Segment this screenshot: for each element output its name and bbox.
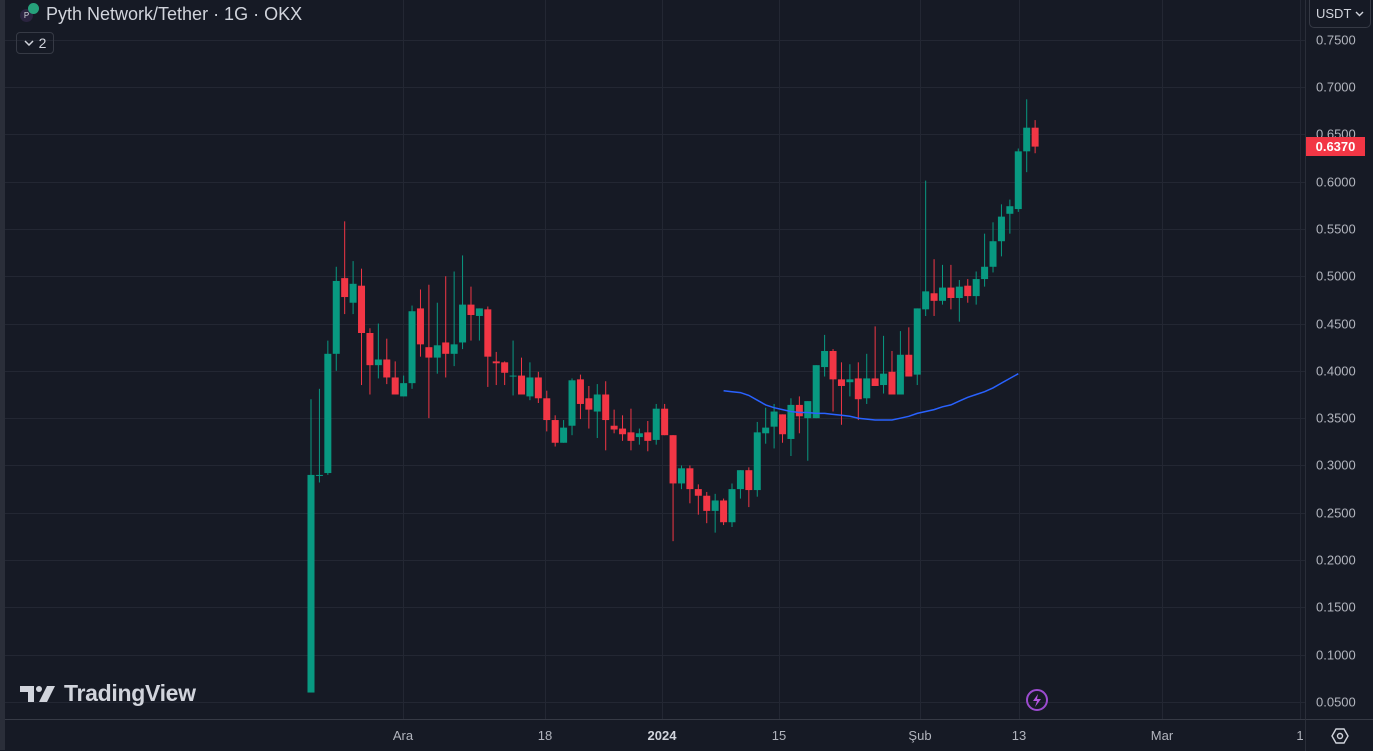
price-tick-label: 0.5000 — [1316, 268, 1356, 284]
currency-label: USDT — [1316, 6, 1352, 21]
price-tick-label: 0.4000 — [1316, 363, 1356, 379]
symbol-icons: P — [20, 3, 42, 25]
logo-text: TradingView — [64, 680, 196, 706]
last-price-label: 0.6370 — [1306, 137, 1365, 157]
time-tick-label: 18 — [537, 728, 553, 743]
chart-settings-button[interactable] — [1305, 719, 1373, 751]
price-tick-label: 0.0500 — [1316, 694, 1356, 710]
candlestick-chart[interactable] — [5, 0, 1305, 719]
price-tick-label: 0.1000 — [1316, 647, 1356, 663]
left-edge-bar — [0, 0, 5, 750]
time-tick-label: Ara — [392, 728, 414, 743]
time-tick-label: Mar — [1150, 728, 1174, 743]
price-tick-label: 0.1500 — [1316, 599, 1356, 615]
price-tick-label: 0.5500 — [1316, 221, 1356, 237]
tether-logo-icon — [28, 3, 39, 14]
time-axis[interactable]: Ara 18 2024 15 Şub 13 Mar 1 — [5, 719, 1305, 751]
price-tick-label: 0.6000 — [1316, 174, 1356, 190]
chevron-down-icon — [1355, 11, 1364, 16]
price-tick-label: 0.2500 — [1316, 505, 1356, 521]
price-tick-label: 0.3000 — [1316, 457, 1356, 473]
gear-hexagon-icon — [1331, 727, 1349, 744]
indicator-count: 2 — [38, 35, 47, 51]
tradingview-logo[interactable]: TradingView — [20, 680, 196, 707]
chart-title-bar: P Pyth Network/Tether · 1G · OKX — [20, 3, 302, 25]
chart-pane[interactable] — [5, 0, 1305, 719]
price-tick-label: 0.7500 — [1316, 32, 1356, 48]
price-tick-label: 0.7000 — [1316, 79, 1356, 95]
tradingview-logo-icon — [20, 685, 55, 702]
time-tick-label: 2024 — [647, 728, 677, 743]
time-tick-label: 1 — [1296, 728, 1304, 743]
price-tick-label: 0.3500 — [1316, 410, 1356, 426]
time-tick-label: Şub — [908, 728, 932, 743]
lightning-icon[interactable] — [1026, 689, 1048, 711]
price-tick-label: 0.4500 — [1316, 316, 1356, 332]
lightning-glyph-icon — [1033, 693, 1041, 707]
price-tick-label: 0.2000 — [1316, 552, 1356, 568]
chevron-down-icon — [24, 40, 34, 46]
price-axis[interactable]: 0.7500 0.7000 0.6500 0.6000 0.5500 0.5000 0.45… — [1305, 0, 1373, 719]
symbol-title[interactable]: Pyth Network/Tether · 1G · OKX — [46, 3, 303, 24]
time-tick-label: 15 — [771, 728, 787, 743]
indicators-collapse-button[interactable]: 2 — [16, 32, 54, 54]
moving-average-line[interactable] — [723, 373, 1019, 421]
currency-selector[interactable]: USDT — [1309, 0, 1371, 28]
time-tick-label: 13 — [1011, 728, 1027, 743]
